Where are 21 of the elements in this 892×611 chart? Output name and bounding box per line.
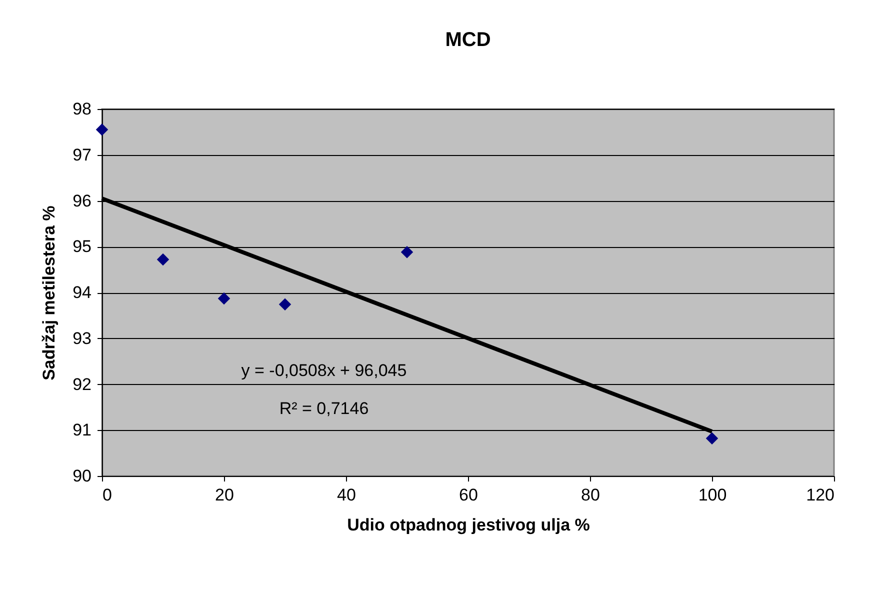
y-tick-label: 94: [72, 283, 92, 302]
y-tick-label: 93: [72, 328, 92, 348]
y-tick-label: 91: [72, 420, 92, 440]
y-tick-label: 97: [72, 145, 92, 164]
x-axis-title: Udio otpadnog jestivog ulja %: [347, 516, 590, 534]
x-tick-label: 100: [698, 486, 727, 504]
chart-title: MCD: [445, 29, 491, 51]
y-tick-label: 92: [72, 374, 92, 394]
y-tick-label: 96: [72, 191, 92, 210]
x-tick-label: 80: [581, 486, 600, 504]
x-tick-label: 0: [102, 486, 112, 504]
y-tick-label: 90: [72, 466, 92, 486]
x-tick-label: 120: [806, 486, 834, 504]
y-tick-label: 95: [72, 237, 92, 256]
y-tick-label: 98: [72, 100, 92, 118]
annotation: R² = 0,7146: [279, 399, 369, 418]
x-tick-label: 20: [215, 486, 234, 504]
y-axis-title: Sadržaj metilestera %: [40, 206, 59, 380]
x-tick-label: 60: [459, 486, 478, 504]
x-tick-label: 40: [337, 486, 356, 504]
annotation: y = -0,0508x + 96,045: [241, 361, 407, 380]
